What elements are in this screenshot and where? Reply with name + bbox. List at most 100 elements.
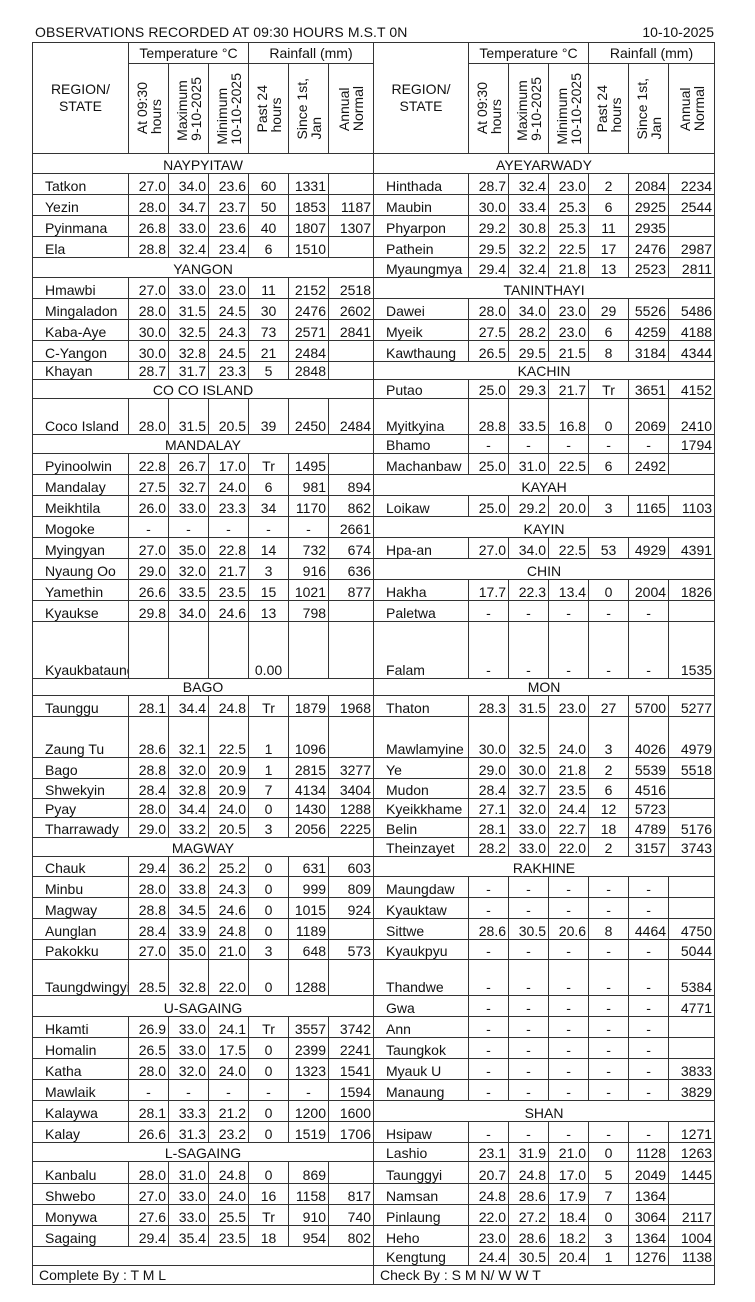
temp-max: 34.0 <box>508 537 550 559</box>
rain-since-jan: - <box>628 1037 670 1059</box>
temp-0930: 24.8 <box>468 1183 510 1205</box>
table-row: Homalin 26.5 33.0 17.5 0 2399 2241 Taungkok - - - -… <box>32 1037 716 1059</box>
rain-since-jan: 1430 <box>288 798 330 818</box>
rain-past-24h: 1 <box>588 1246 630 1266</box>
temp-0930: 27.6 <box>128 1204 169 1226</box>
table-row: U-SAGAING Gwa - - - - -4771 <box>31 995 716 1017</box>
temp-0930: 26.6 <box>128 1121 169 1143</box>
temp-min: - <box>548 1121 590 1143</box>
rain-since-jan: 2056 <box>288 817 330 838</box>
rain-annual-normal <box>328 361 375 380</box>
region-section-header: U-SAGAING <box>31 995 375 1017</box>
station-name: Taungdwingyi <box>32 959 129 996</box>
rain-annual-normal: 2234 <box>668 173 716 195</box>
temp-min: 23.6 <box>207 215 250 237</box>
rain-past-24h: Tr <box>588 379 630 399</box>
station-name: Maungdaw <box>373 876 470 898</box>
rainfall-header: Rainfall (mm) <box>248 42 375 64</box>
temp-max: 32.0 <box>168 757 209 779</box>
temp-min: 23.2 <box>207 1121 250 1143</box>
temp-min: 16.8 <box>548 398 590 435</box>
station-name: Kyauktaw <box>373 897 470 919</box>
rain-since-jan: 1021 <box>288 579 330 601</box>
station-name: Monywa <box>32 1204 129 1226</box>
station-name: Maubin <box>373 194 470 216</box>
temp-max: 28.6 <box>508 1183 550 1205</box>
rain-annual-normal: 809 <box>328 876 375 898</box>
temp-max: 34.0 <box>508 298 550 320</box>
table-row: Minbu 28.0 33.8 24.3 0 999 809 Maungdaw - - - - - <box>32 876 716 898</box>
temp-max: 32.8 <box>168 959 209 996</box>
temp-0930: 28.3 <box>468 695 510 717</box>
rain-annual-normal <box>668 600 716 622</box>
table-row: Zaung Tu 28.6 32.1 22.5 1 1096 Mawlamyine 30.0 3… <box>32 716 716 758</box>
temp-min: 24.0 <box>548 716 590 758</box>
rain-since-jan: - <box>628 995 670 1017</box>
rain-annual-normal: 4188 <box>668 319 716 341</box>
rain-past-24h: 6 <box>588 778 630 799</box>
temp-max: - <box>168 516 209 538</box>
station-name: Bhamo <box>373 434 470 454</box>
temp-0930: - <box>128 1079 169 1101</box>
temp-max: 34.0 <box>168 600 209 622</box>
station-name: Hinthada <box>373 173 470 195</box>
station-name: Meikhtila <box>32 495 129 517</box>
temp-max: 32.0 <box>168 1058 209 1080</box>
temp-max: 31.5 <box>168 398 209 435</box>
temp-min: - <box>548 995 590 1017</box>
rain-annual-normal: 1968 <box>328 695 375 717</box>
rain-annual-normal: 4391 <box>668 537 716 559</box>
rain-since-jan: 2476 <box>628 236 670 258</box>
temp-max: 32.1 <box>168 716 209 758</box>
column-header: Past 24 hours <box>248 63 290 154</box>
table-row: Kengtung 24.4 30.5 20.4 1 1276 1138 <box>31 1246 716 1266</box>
temp-max: 35.0 <box>168 939 209 960</box>
rain-past-24h: - <box>588 1121 630 1143</box>
rain-annual-normal: 2518 <box>328 277 375 299</box>
region-section-header: KAYAH <box>373 474 716 496</box>
temp-min: 20.6 <box>548 918 590 940</box>
table-row: Sagaing 29.4 35.4 23.5 18 954 802 Heho 23.0 28.6 1… <box>32 1225 716 1247</box>
rain-annual-normal: 4152 <box>668 379 716 399</box>
table-row: Coco Island 28.0 31.5 20.5 39 2450 2484 Myitkyi… <box>32 398 716 435</box>
rain-annual-normal: 2241 <box>328 1037 375 1059</box>
rain-since-jan: 1276 <box>628 1246 670 1266</box>
rain-since-jan: 1189 <box>288 918 330 940</box>
report-date: 10-10-2025 <box>642 24 714 40</box>
table-row: Mingaladon 28.0 31.5 24.5 30 2476 2602 Dawei 28.… <box>32 298 716 320</box>
station-name: Kyaukse <box>32 600 129 622</box>
station-name: Kawthaung <box>373 340 470 362</box>
temp-max: 26.7 <box>168 453 209 475</box>
completed-by: Complete By : T M L <box>31 1265 375 1285</box>
rain-past-24h: 14 <box>248 537 290 559</box>
rain-since-jan: 1364 <box>628 1225 670 1247</box>
station-name: Homalin <box>32 1037 129 1059</box>
rain-past-24h: 0 <box>248 959 290 996</box>
station-name: Hsipaw <box>373 1121 470 1143</box>
table-row: Pyinmana 26.8 33.0 23.6 40 1807 1307 Phyarpon 29… <box>32 215 716 237</box>
table-row: Katha 28.0 32.0 24.0 0 1323 1541 Myauk U - - - - -38… <box>32 1058 716 1080</box>
column-header-line: Jan <box>307 116 324 140</box>
rain-past-24h: 0 <box>588 579 630 601</box>
temp-max: 32.0 <box>508 798 550 818</box>
station-name: Pathein <box>373 236 470 258</box>
station-name: Kyeikkhame <box>373 798 470 818</box>
temp-max: 32.4 <box>168 236 209 258</box>
table-row: Monywa 27.6 33.0 25.5 Tr 910 740 Pinlaung 22.0 27… <box>32 1204 716 1226</box>
station-name: Coco Island <box>32 398 129 435</box>
rain-past-24h: 7 <box>588 1183 630 1205</box>
temp-min: - <box>548 939 590 960</box>
temp-max: - <box>508 995 550 1017</box>
checked-by: Check By : S M N/ W W T <box>373 1265 716 1285</box>
temp-max: 32.5 <box>168 319 209 341</box>
rain-past-24h: - <box>588 995 630 1017</box>
temp-min: 23.6 <box>207 173 250 195</box>
rain-past-24h: 3 <box>588 495 630 517</box>
region-section-header: CO CO ISLAND <box>31 379 375 399</box>
temp-0930: - <box>468 1016 510 1038</box>
temp-max: 33.0 <box>168 1183 209 1205</box>
temp-max: - <box>508 1058 550 1080</box>
rain-annual-normal <box>668 215 716 237</box>
rain-past-24h: 0 <box>248 1121 290 1143</box>
rain-past-24h: 5 <box>248 361 290 380</box>
